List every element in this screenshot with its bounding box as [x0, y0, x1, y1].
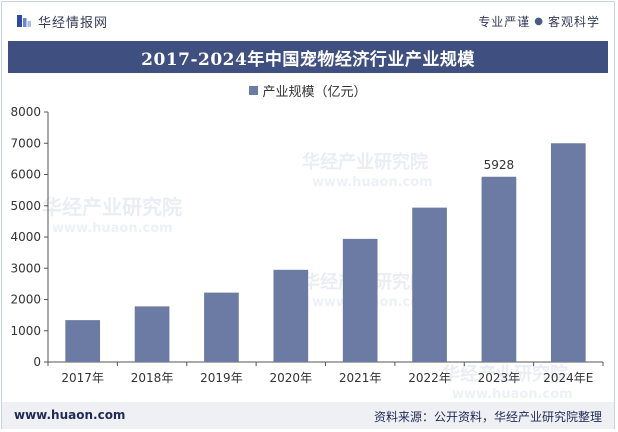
- chart-title: 2017-2024年中国宠物经济行业产业规模: [141, 49, 475, 70]
- watermark-url: www.huaon.com: [312, 175, 433, 190]
- slogan-right: 客观科学: [547, 15, 600, 29]
- x-tick-label: 2021年: [339, 371, 382, 385]
- bar: [134, 306, 170, 362]
- bar: [65, 320, 101, 362]
- footer-source: 资料来源：公开资料，华经产业研究院整理: [373, 410, 602, 424]
- slogan-left: 专业严谨: [478, 15, 531, 29]
- watermark-url: www.huaon.com: [52, 221, 173, 236]
- x-tick-label: 2022年: [408, 371, 451, 385]
- top-bar: 华经情报网 专业严谨 ● 客观科学: [2, 2, 614, 38]
- bar: [481, 176, 517, 362]
- bar-chart: 华经产业研究院 www.huaon.com 华经产业研究院 www.huaon.com…: [10, 105, 604, 402]
- bars-layer: [65, 143, 586, 362]
- bar: [273, 269, 309, 362]
- watermark-text: 华经产业研究院: [442, 363, 568, 385]
- footer-website[interactable]: www.huaon.com: [14, 408, 126, 422]
- y-tick-label: 7000: [10, 136, 41, 150]
- x-tick-label: 2018年: [131, 371, 174, 385]
- y-tick-label: 4000: [10, 230, 41, 244]
- y-tick-label: 3000: [10, 261, 41, 275]
- y-tick-label: 5000: [10, 199, 41, 213]
- legend-swatch: [249, 86, 259, 95]
- slogan: 专业严谨 ● 客观科学: [478, 13, 600, 30]
- bar: [412, 207, 447, 362]
- y-tick-label: 8000: [10, 105, 41, 119]
- bar: [550, 143, 586, 362]
- bar: [204, 292, 239, 362]
- watermark-url: www.huaon.com: [452, 387, 573, 402]
- legend-label: 产业规模（亿元）: [262, 85, 367, 100]
- footer: www.huaon.com 资料来源：公开资料，华经产业研究院整理: [2, 402, 614, 429]
- title-band: 2017-2024年中国宠物经济行业产业规模: [8, 41, 608, 73]
- logo[interactable]: 华经情报网: [16, 12, 109, 31]
- watermark-text: 华经产业研究院: [302, 151, 428, 173]
- logo-text: 华经情报网: [38, 15, 109, 31]
- y-tick-label: 2000: [10, 293, 41, 307]
- x-tick-label: 2024年E: [543, 371, 593, 385]
- watermark-layer: 华经产业研究院 www.huaon.com 华经产业研究院 www.huaon.com…: [42, 151, 573, 402]
- x-tick-label: 2017年: [61, 371, 104, 385]
- data-label: 5928: [484, 158, 515, 172]
- logo-icon: [17, 15, 31, 27]
- bar: [342, 238, 378, 362]
- y-tick-label: 1000: [10, 324, 41, 338]
- watermark-text: 华经产业研究院: [42, 195, 182, 219]
- y-tick-label: 6000: [10, 168, 41, 182]
- y-tick-label: 0: [33, 355, 41, 369]
- x-tick-label: 2019年: [200, 371, 243, 385]
- chart-legend: 产业规模（亿元）: [2, 81, 614, 100]
- x-tick-label: 2023年: [478, 371, 521, 385]
- x-tick-label: 2020年: [270, 371, 313, 385]
- labels-layer: 2017年 2018年 2019年 2020年 2021年 2022年 2023年 2024年…: [61, 158, 593, 385]
- slogan-dot-icon: ●: [534, 16, 544, 27]
